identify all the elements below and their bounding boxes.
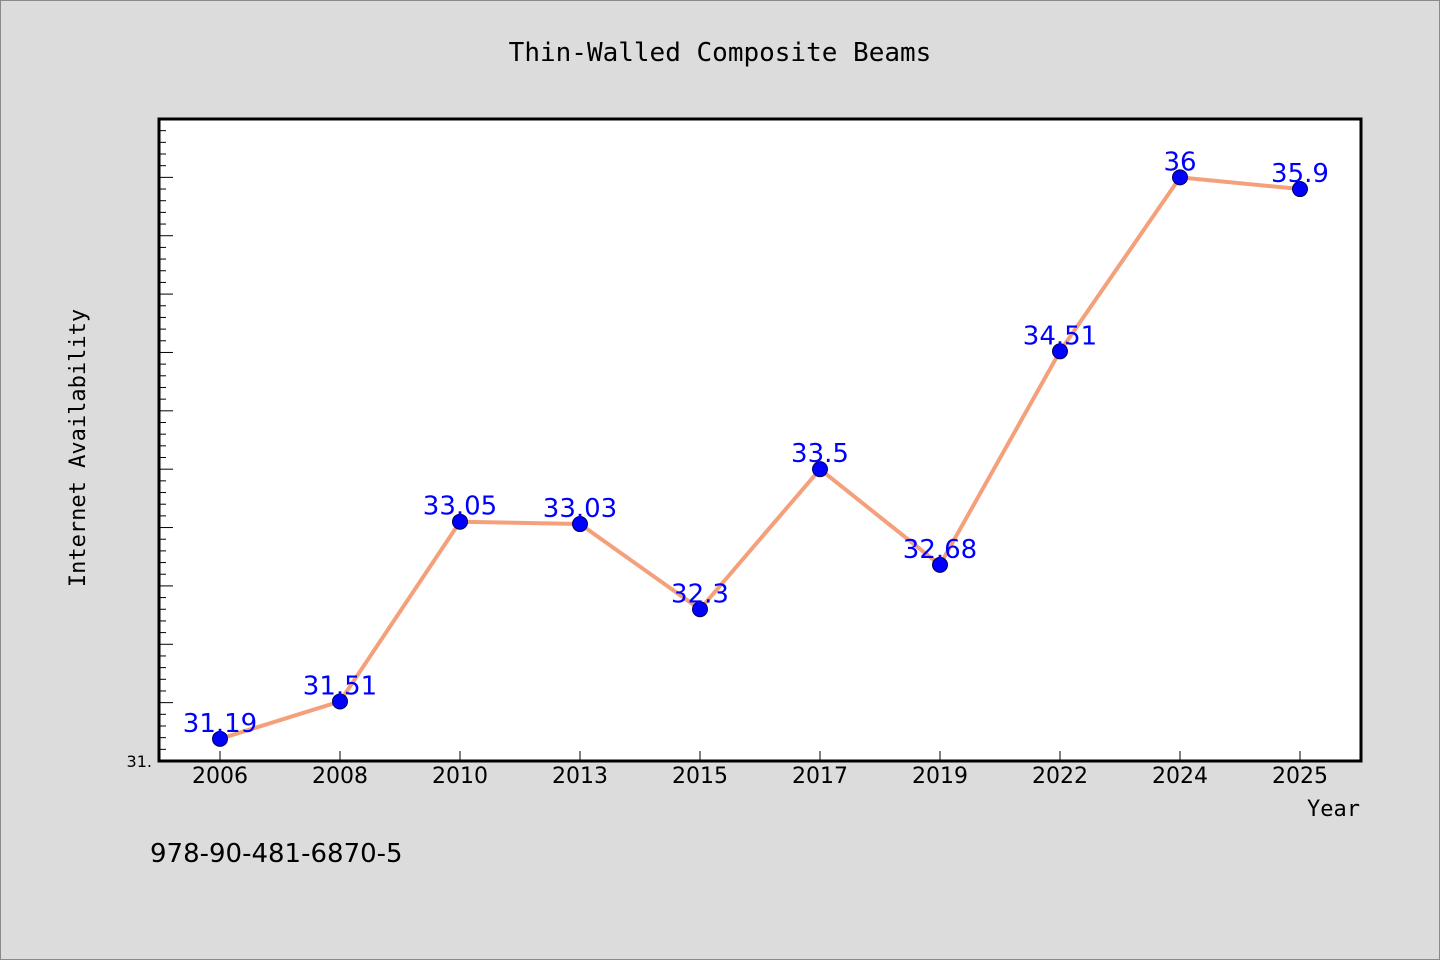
y-tick-label: 31. bbox=[127, 752, 152, 771]
data-label: 33.03 bbox=[543, 494, 617, 524]
x-tick-label: 2017 bbox=[792, 764, 848, 789]
x-tick-labels: 2006 2008 2010 2013 2015 2017 2019 2022 2024 2025 bbox=[192, 764, 1328, 789]
data-label: 31.51 bbox=[303, 671, 377, 701]
data-label: 31.19 bbox=[183, 709, 257, 739]
y-axis-label: Internet Availability bbox=[66, 309, 91, 587]
x-tick-label: 2015 bbox=[672, 764, 728, 789]
footer-isbn: 978-90-481-6870-5 bbox=[150, 839, 403, 869]
data-point-marker bbox=[572, 516, 588, 533]
x-tick-label: 2025 bbox=[1272, 764, 1328, 789]
data-point-marker bbox=[452, 513, 468, 530]
data-label: 32.68 bbox=[903, 535, 977, 565]
y-axis-ticks bbox=[159, 130, 173, 762]
data-point-marker bbox=[1052, 343, 1068, 360]
series-line bbox=[218, 175, 1302, 741]
x-tick-label: 2008 bbox=[312, 764, 368, 789]
data-label: 34.51 bbox=[1023, 321, 1097, 351]
x-tick-label: 2024 bbox=[1152, 764, 1208, 789]
chart-title: Thin-Walled Composite Beams bbox=[509, 38, 932, 68]
data-point-marker bbox=[332, 693, 348, 710]
data-label: 35.9 bbox=[1271, 159, 1329, 189]
data-label: 33.5 bbox=[791, 439, 849, 469]
data-point-marker bbox=[1172, 169, 1188, 186]
data-label: 32.3 bbox=[671, 579, 729, 609]
data-point-marker bbox=[212, 730, 228, 747]
data-point-marker bbox=[812, 461, 828, 478]
data-point-marker bbox=[692, 601, 708, 618]
x-tick-label: 2013 bbox=[552, 764, 608, 789]
series-layer: 31.19 31.51 33.05 33.03 32.3 33.5 32.68 34.51 36… bbox=[183, 147, 1329, 747]
x-axis-ticks bbox=[219, 751, 1301, 761]
x-tick-label: 2022 bbox=[1032, 764, 1088, 789]
data-label: 33.05 bbox=[423, 492, 497, 522]
plot-area bbox=[157, 117, 1363, 763]
data-point-marker bbox=[1292, 181, 1308, 198]
x-axis-label: Year bbox=[1307, 797, 1360, 822]
x-tick-label: 2010 bbox=[432, 764, 488, 789]
data-label: 36 bbox=[1163, 147, 1196, 177]
x-tick-label: 2019 bbox=[912, 764, 968, 789]
data-point-marker bbox=[932, 556, 948, 573]
x-tick-label: 2006 bbox=[192, 764, 248, 789]
